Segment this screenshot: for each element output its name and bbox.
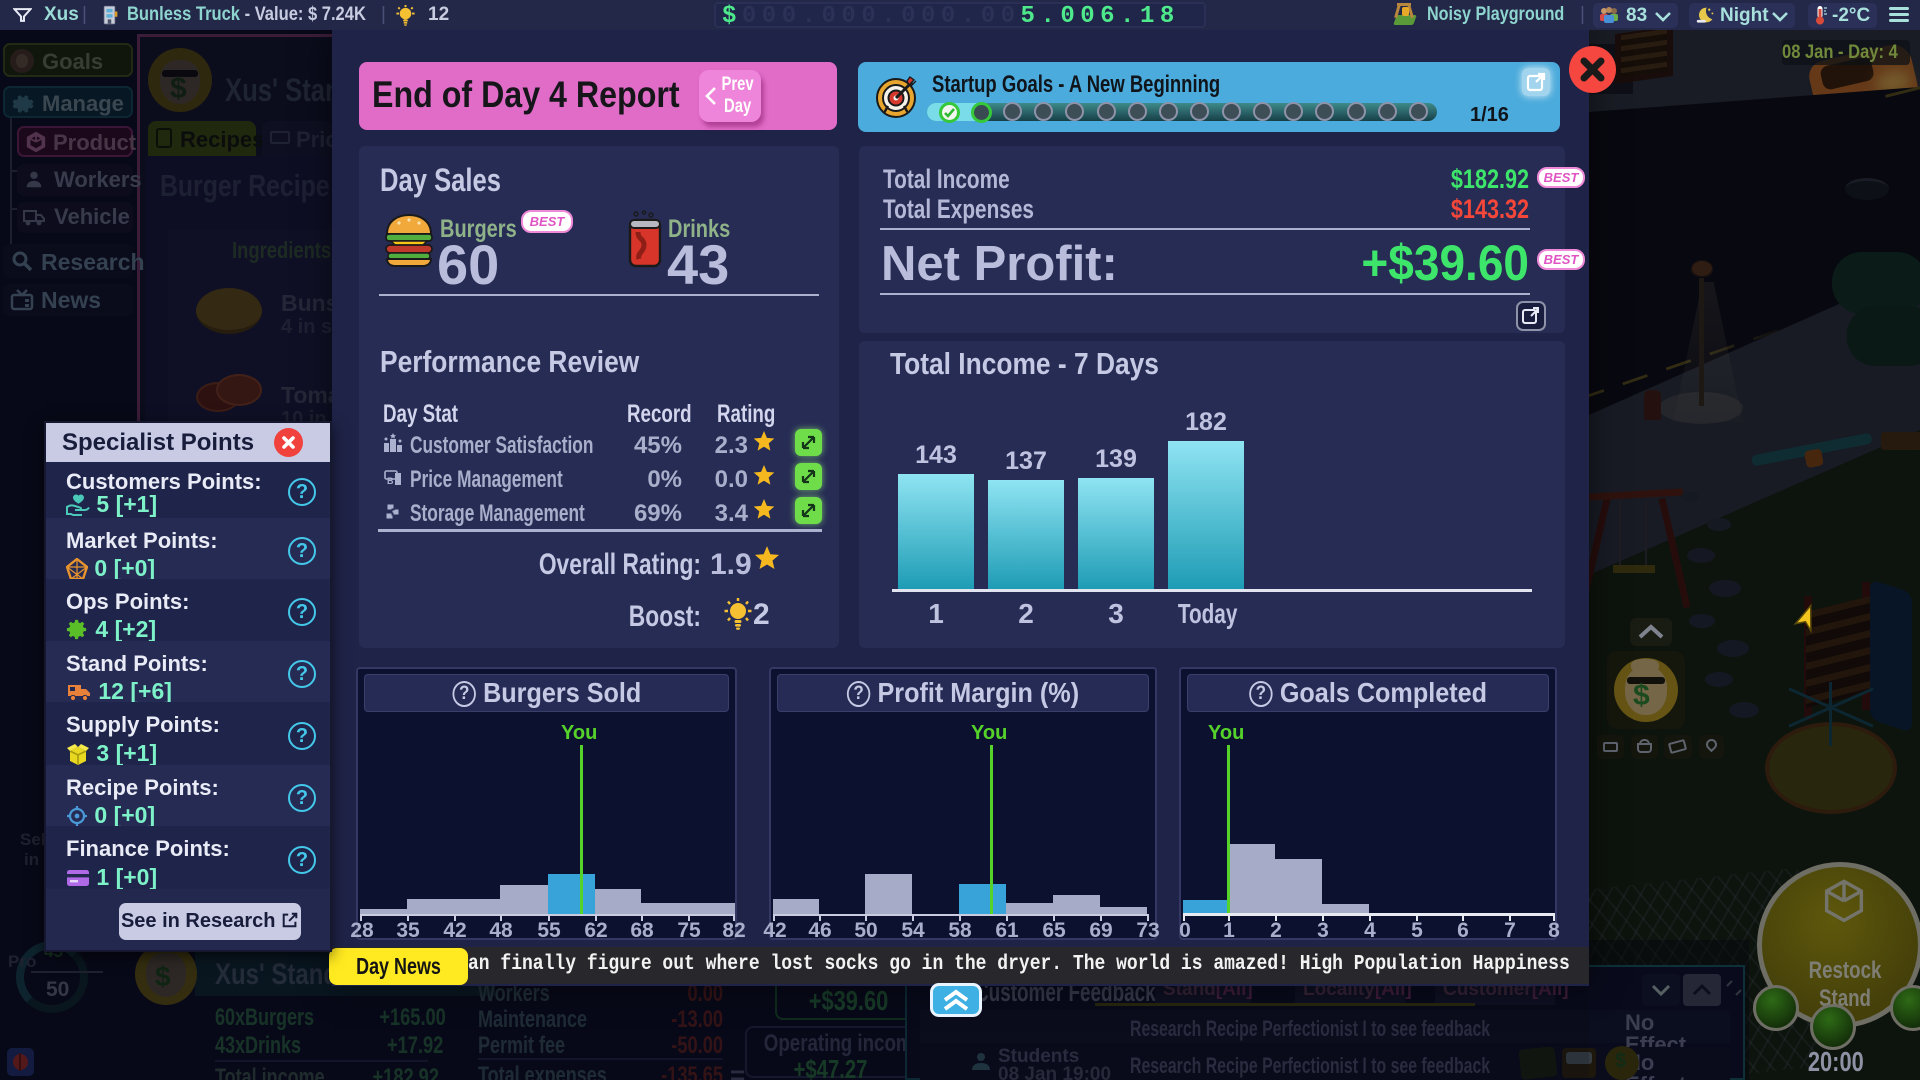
svg-text:B: B (387, 476, 394, 486)
